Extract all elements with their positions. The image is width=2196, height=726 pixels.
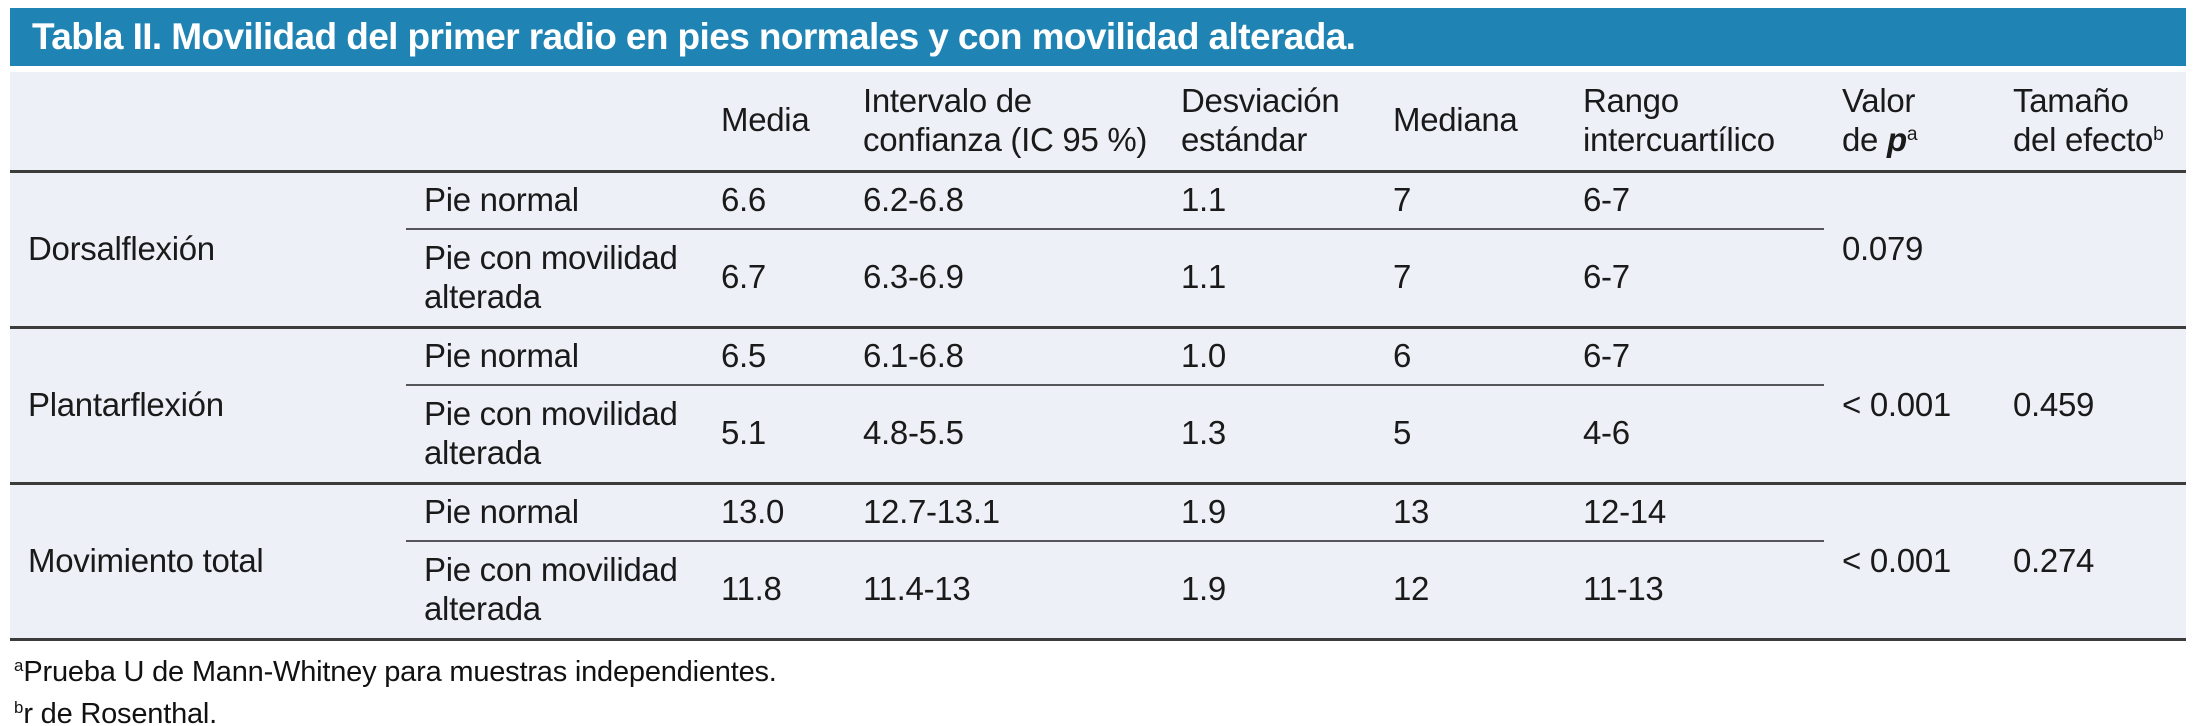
condition-cell: Pie con movilidad alterada — [406, 385, 703, 485]
header-line: Tamaño — [2013, 81, 2129, 119]
media-cell: 6.6 — [703, 171, 845, 230]
effect-size-cell: 0.274 — [1995, 483, 2186, 641]
header-line: estándar — [1181, 120, 1308, 158]
header-group-column — [10, 72, 406, 173]
footnote-a: aPrueba U de Mann-Whitney para muestras … — [14, 655, 2186, 693]
table-card: Tabla II. Movilidad del primer radio en … — [10, 8, 2186, 726]
header-media: Media — [703, 72, 845, 173]
table-title: Tabla II. Movilidad del primer radio en … — [32, 16, 1356, 57]
condition-cell: Pie con movilidad alterada — [406, 541, 703, 641]
header-line: confianza (IC 95 %) — [863, 120, 1148, 158]
confidence-interval-cell: 12.7-13.1 — [845, 483, 1163, 542]
header-confidence-interval: Intervalo de confianza (IC 95 %) — [845, 72, 1163, 173]
mediana-cell: 13 — [1375, 483, 1565, 542]
effect-size-cell: 0.459 — [1995, 327, 2186, 485]
table-row: Dorsalflexión Pie normal 6.6 6.2-6.8 1.1… — [10, 171, 2186, 329]
interquartile-range-cell: 6-7 — [1565, 327, 1824, 386]
footnote-b-text: r de Rosenthal. — [23, 697, 218, 726]
mediana-cell: 6 — [1375, 327, 1565, 386]
confidence-interval-cell: 4.8-5.5 — [845, 385, 1163, 485]
footnotes: aPrueba U de Mann-Whitney para muestras … — [10, 655, 2186, 726]
confidence-interval-cell: 6.1-6.8 — [845, 327, 1163, 386]
p-value-cell: < 0.001 — [1824, 483, 1995, 641]
group-label: Movimiento total — [10, 483, 406, 641]
effect-size-cell — [1995, 171, 2186, 329]
interquartile-range-cell: 6-7 — [1565, 229, 1824, 329]
header-line: intercuartílico — [1583, 120, 1775, 158]
standard-deviation-cell: 1.1 — [1163, 229, 1375, 329]
media-cell: 13.0 — [703, 483, 845, 542]
footnote-marker-a: a — [1906, 124, 1918, 146]
table-row: Pie con movilidad alterada 5.1 4.8-5.5 1… — [10, 385, 2186, 485]
interquartile-range-cell: 12-14 — [1565, 483, 1824, 542]
header-effect-text: del efecto — [2013, 120, 2154, 158]
table-row: Plantarflexión Pie normal 6.5 6.1-6.8 1.… — [10, 327, 2186, 485]
confidence-interval-cell: 6.2-6.8 — [845, 171, 1163, 230]
interquartile-range-cell: 6-7 — [1565, 171, 1824, 230]
header-interquartile-range: Rango intercuartílico — [1565, 72, 1824, 173]
footnote-b: br de Rosenthal. — [14, 697, 2186, 726]
header-mediana: Mediana — [1375, 72, 1565, 173]
p-symbol: p — [1886, 120, 1907, 158]
header-standard-deviation: Desviación estándar — [1163, 72, 1375, 173]
media-cell: 6.7 — [703, 229, 845, 329]
p-value-cell: 0.079 — [1824, 171, 1995, 329]
header-p-value: Valor de pa — [1824, 72, 1995, 173]
header-row: Media Intervalo de confianza (IC 95 %) D… — [10, 72, 2186, 173]
standard-deviation-cell: 1.9 — [1163, 483, 1375, 542]
group-label: Dorsalflexión — [10, 171, 406, 329]
header-condition-column — [406, 72, 703, 173]
confidence-interval-cell: 6.3-6.9 — [845, 229, 1163, 329]
header-effect-size: Tamaño del efectob — [1995, 72, 2186, 173]
media-cell: 11.8 — [703, 541, 845, 641]
condition-cell: Pie con movilidad alterada — [406, 229, 703, 329]
interquartile-range-cell: 11-13 — [1565, 541, 1824, 641]
footnote-a-text: Prueba U de Mann-Whitney para muestras i… — [23, 655, 777, 688]
header-line: Desviación — [1181, 81, 1340, 119]
media-cell: 6.5 — [703, 327, 845, 386]
table-row: Pie con movilidad alterada 11.8 11.4-13 … — [10, 541, 2186, 641]
confidence-interval-cell: 11.4-13 — [845, 541, 1163, 641]
standard-deviation-cell: 1.0 — [1163, 327, 1375, 386]
p-value-cell: < 0.001 — [1824, 327, 1995, 485]
header-line: Intervalo de — [863, 81, 1032, 119]
mediana-cell: 5 — [1375, 385, 1565, 485]
mediana-cell: 7 — [1375, 229, 1565, 329]
standard-deviation-cell: 1.1 — [1163, 171, 1375, 230]
header-line: del efectob — [2013, 121, 2176, 160]
table-row: Movimiento total Pie normal 13.0 12.7-13… — [10, 483, 2186, 641]
statistics-table: Media Intervalo de confianza (IC 95 %) D… — [10, 72, 2186, 641]
header-line: Valor — [1842, 81, 1916, 119]
interquartile-range-cell: 4-6 — [1565, 385, 1824, 485]
header-line: Rango — [1583, 81, 1679, 119]
p-prefix: de — [1842, 120, 1887, 158]
footnote-marker-b: b — [2153, 124, 2164, 146]
standard-deviation-cell: 1.9 — [1163, 541, 1375, 641]
table-title-bar: Tabla II. Movilidad del primer radio en … — [10, 8, 2186, 66]
mediana-cell: 7 — [1375, 171, 1565, 230]
footnote-marker-a: a — [14, 656, 24, 676]
media-cell: 5.1 — [703, 385, 845, 485]
standard-deviation-cell: 1.3 — [1163, 385, 1375, 485]
footnote-marker-b: b — [14, 698, 24, 718]
condition-cell: Pie normal — [406, 327, 703, 386]
table-row: Pie con movilidad alterada 6.7 6.3-6.9 1… — [10, 229, 2186, 329]
condition-cell: Pie normal — [406, 171, 703, 230]
condition-cell: Pie normal — [406, 483, 703, 542]
mediana-cell: 12 — [1375, 541, 1565, 641]
header-line: de pa — [1842, 121, 1985, 160]
group-label: Plantarflexión — [10, 327, 406, 485]
